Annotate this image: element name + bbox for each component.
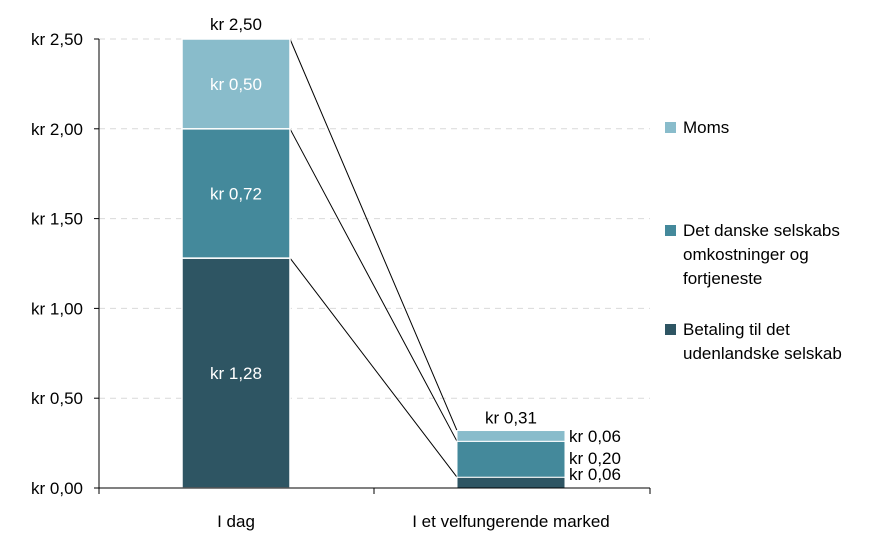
legend-label: Det danske selskabs [683, 221, 840, 240]
axes [94, 38, 651, 494]
connector-lines [289, 38, 458, 478]
connector-line [289, 257, 458, 478]
legend-swatch [665, 225, 676, 236]
x-tick-label: I dag [217, 512, 255, 531]
data-label: kr 0,72 [210, 184, 262, 203]
legend-label: Moms [683, 118, 729, 137]
data-label: kr 1,28 [210, 364, 262, 383]
bar-segment [181, 38, 291, 130]
legend: Moms Det danske selskabs omkostninger og fo… [665, 118, 842, 363]
total-label: kr 0,31 [485, 408, 537, 427]
labels: kr 0,00 kr 0,50 kr 1,00 kr 1,50 kr 2,00 kr 2,… [31, 15, 621, 531]
total-label: kr 2,50 [210, 15, 262, 34]
legend-label: fortjeneste [683, 269, 762, 288]
y-tick-label: kr 1,00 [31, 299, 83, 318]
legend-swatch [665, 324, 676, 335]
data-label: kr 0,06 [569, 465, 621, 484]
bar-segment [181, 257, 291, 489]
y-tick-label: kr 2,00 [31, 120, 83, 139]
y-tick-label: kr 1,50 [31, 210, 83, 229]
data-label: kr 0,06 [569, 427, 621, 446]
bar-segment [181, 128, 291, 259]
x-tick-label: I et velfungerende marked [412, 512, 610, 531]
y-tick-label: kr 0,00 [31, 479, 83, 498]
data-label: kr 0,20 [569, 449, 621, 468]
data-label: kr 0,50 [210, 75, 262, 94]
y-tick-label: kr 0,50 [31, 389, 83, 408]
connector-line [289, 128, 458, 442]
bar-segment [456, 430, 566, 442]
legend-label: Betaling til det [683, 320, 790, 339]
bar-segment [456, 476, 566, 489]
connector-line [289, 38, 458, 431]
legend-swatch [665, 122, 676, 133]
bars [181, 38, 566, 489]
bar-segment [456, 440, 566, 478]
legend-label: omkostninger og [683, 245, 809, 264]
legend-label: udenlandske selskab [683, 344, 842, 363]
y-tick-label: kr 2,50 [31, 30, 83, 49]
